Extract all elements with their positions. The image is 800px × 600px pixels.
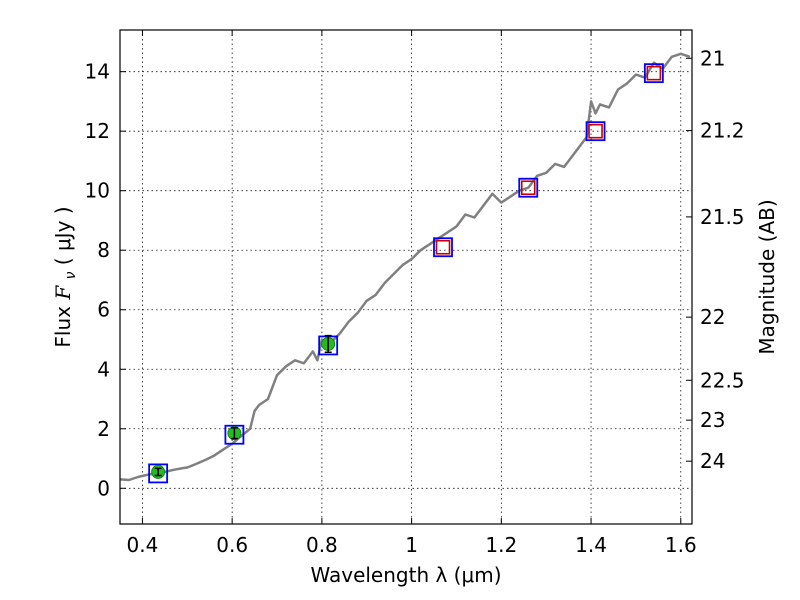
y-axis-label-symbol: F [51,285,75,301]
model-photometry-marker [585,121,606,142]
y2-tick-label: 24 [700,449,725,473]
y2-axis-label: Magnitude (AB) [755,199,779,354]
tick-layer: 0.4 0.6 0.8 1 1.2 1.4 1.6024681012142121.221.5… [85,30,745,557]
y-tick-label: 2 [97,417,110,441]
y-tick-label: 4 [97,357,110,381]
y-axis-label: Flux F ν ( μJy ) [51,206,80,347]
x-tick-label: 1.2 [485,533,517,557]
y-tick-label: 14 [85,60,110,84]
y-axis-label-suffix: ( μJy ) [51,206,75,265]
x-tick-label: 0.4 [127,533,159,557]
y-axis-label-prefix: Flux [51,300,75,348]
y-tick-label: 12 [85,119,110,143]
y2-tick-label: 21 [700,46,725,70]
model-photometry-marker [433,237,453,258]
data-layer [119,52,691,484]
model-photometry-marker [224,424,245,445]
y2-tick-label: 21.2 [700,119,745,143]
y-tick-label: 8 [97,238,110,262]
model-photometry-marker [148,463,169,484]
y-axis-label-subscript: ν [63,271,79,279]
y-tick-label: 6 [97,298,110,322]
spectrum-line [119,52,691,482]
y2-tick-label: 22.5 [700,368,745,392]
y-tick-label: 0 [97,476,110,500]
y2-tick-label: 21.5 [700,205,745,229]
y2-tick-label: 23 [700,408,725,432]
x-axis-label: Wavelength λ (μm) [310,563,501,587]
upper-limit-marker [520,180,536,196]
model-photometry-marker [643,63,664,84]
grid-layer [120,30,692,524]
upper-limit-marker [435,239,451,255]
upper-limit-marker [646,65,662,81]
x-tick-label: 0.8 [306,533,338,557]
x-tick-label: 1 [405,533,418,557]
model-photometry-marker [518,177,539,198]
x-tick-label: 1.6 [665,533,697,557]
y2-tick-label: 22 [700,305,725,329]
y-tick-label: 10 [85,179,110,203]
x-tick-label: 1.4 [575,533,607,557]
upper-limit-marker [588,123,603,139]
plot-frame [119,29,693,525]
x-tick-label: 0.6 [216,533,248,557]
